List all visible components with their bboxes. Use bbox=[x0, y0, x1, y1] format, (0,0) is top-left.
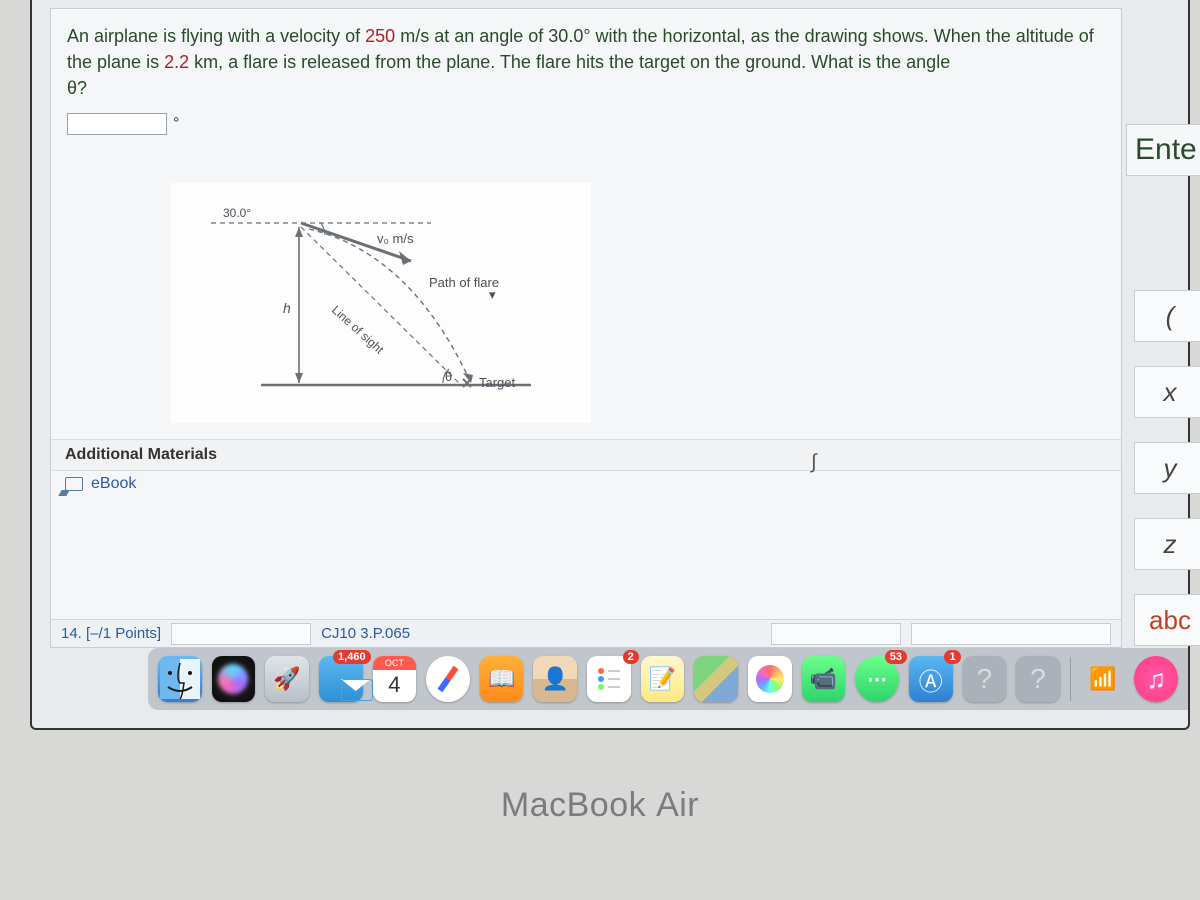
macos-dock: 🚀 1,460 OCT 4 📖 👤 2 📝 📹 53 Ⓐ 1 ? ? 📶 bbox=[148, 648, 1188, 710]
palette-abc[interactable]: abc bbox=[1134, 594, 1200, 646]
q-part: An airplane is flying with a velocity of bbox=[67, 26, 365, 46]
q-velocity: 250 bbox=[365, 26, 395, 46]
dock-launchpad[interactable]: 🚀 bbox=[265, 656, 309, 702]
enter-button[interactable]: Ente bbox=[1126, 124, 1200, 176]
svg-text:Target: Target bbox=[479, 375, 516, 390]
device-label: MacBook Air bbox=[0, 786, 1200, 825]
dock-facetime[interactable]: 📹 bbox=[802, 656, 846, 702]
dock-finder[interactable] bbox=[158, 656, 202, 702]
stray-mark: ∫ bbox=[811, 451, 841, 475]
dock-separator bbox=[1070, 657, 1071, 701]
svg-text:30.0°: 30.0° bbox=[223, 206, 251, 220]
dock-siri[interactable] bbox=[212, 656, 256, 702]
svg-text:h: h bbox=[283, 300, 291, 316]
footer-box-1[interactable] bbox=[171, 623, 311, 645]
points-label: 14. [–/1 Points] bbox=[61, 625, 161, 642]
screen-area: An airplane is flying with a velocity of… bbox=[30, 0, 1190, 730]
dock-photos[interactable] bbox=[748, 656, 792, 702]
dock-unknown-2[interactable]: ? bbox=[1016, 656, 1060, 702]
ebook-link[interactable]: eBook bbox=[91, 475, 136, 493]
additional-materials-heading: Additional Materials bbox=[51, 439, 1121, 471]
palette-x[interactable]: x bbox=[1134, 366, 1200, 418]
answer-input[interactable] bbox=[67, 113, 167, 135]
question-panel: An airplane is flying with a velocity of… bbox=[50, 8, 1122, 648]
degree-unit: ° bbox=[173, 115, 179, 133]
dock-maps[interactable] bbox=[694, 656, 738, 702]
reminders-badge: 2 bbox=[623, 650, 639, 664]
svg-text:v₀ m/s: v₀ m/s bbox=[377, 231, 414, 246]
dock-mail[interactable]: 1,460 bbox=[319, 656, 363, 702]
palette-y[interactable]: y bbox=[1134, 442, 1200, 494]
question-text: An airplane is flying with a velocity of… bbox=[51, 9, 1121, 109]
ebook-icon bbox=[65, 477, 83, 491]
dock-appstore[interactable]: Ⓐ 1 bbox=[909, 656, 953, 702]
appstore-badge: 1 bbox=[944, 650, 960, 664]
dock-calendar[interactable]: OCT 4 bbox=[373, 656, 417, 702]
projectile-diagram: 30.0° v₀ m/s Line of sight Path of flare… bbox=[171, 183, 591, 423]
device-model: Air bbox=[656, 786, 699, 824]
q-altitude: 2.2 bbox=[164, 52, 189, 72]
dock-contacts[interactable]: 👤 bbox=[533, 656, 577, 702]
calendar-day: 4 bbox=[373, 670, 417, 700]
calendar-month: OCT bbox=[373, 656, 417, 670]
dock-music[interactable]: ♫ bbox=[1134, 656, 1178, 702]
q-theta: θ? bbox=[67, 75, 1105, 101]
palette-z[interactable]: z bbox=[1134, 518, 1200, 570]
svg-text:θ: θ bbox=[445, 369, 452, 384]
question-footer: 14. [–/1 Points] CJ10 3.P.065 bbox=[51, 619, 1121, 647]
ebook-row: eBook bbox=[65, 475, 136, 493]
answer-row: ° bbox=[51, 109, 1121, 147]
palette-paren[interactable]: ( bbox=[1134, 290, 1200, 342]
dock-messages[interactable]: 53 bbox=[855, 656, 899, 702]
footer-box-3[interactable] bbox=[911, 623, 1111, 645]
dock-downloads[interactable]: 📶 bbox=[1081, 656, 1125, 702]
q-part: km, a flare is released from the plane. … bbox=[189, 52, 950, 72]
svg-text:Line of sight: Line of sight bbox=[329, 303, 387, 357]
dock-books[interactable]: 📖 bbox=[480, 656, 524, 702]
footer-box-2[interactable] bbox=[771, 623, 901, 645]
dock-notes[interactable]: 📝 bbox=[641, 656, 685, 702]
dock-unknown-1[interactable]: ? bbox=[963, 656, 1007, 702]
messages-badge: 53 bbox=[885, 650, 907, 664]
svg-text:▾: ▾ bbox=[489, 287, 496, 302]
device-brand: MacBook bbox=[501, 786, 656, 824]
mail-badge: 1,460 bbox=[333, 650, 371, 664]
dock-safari[interactable] bbox=[426, 656, 470, 702]
question-code: CJ10 3.P.065 bbox=[321, 625, 410, 642]
dock-reminders[interactable]: 2 bbox=[587, 656, 631, 702]
